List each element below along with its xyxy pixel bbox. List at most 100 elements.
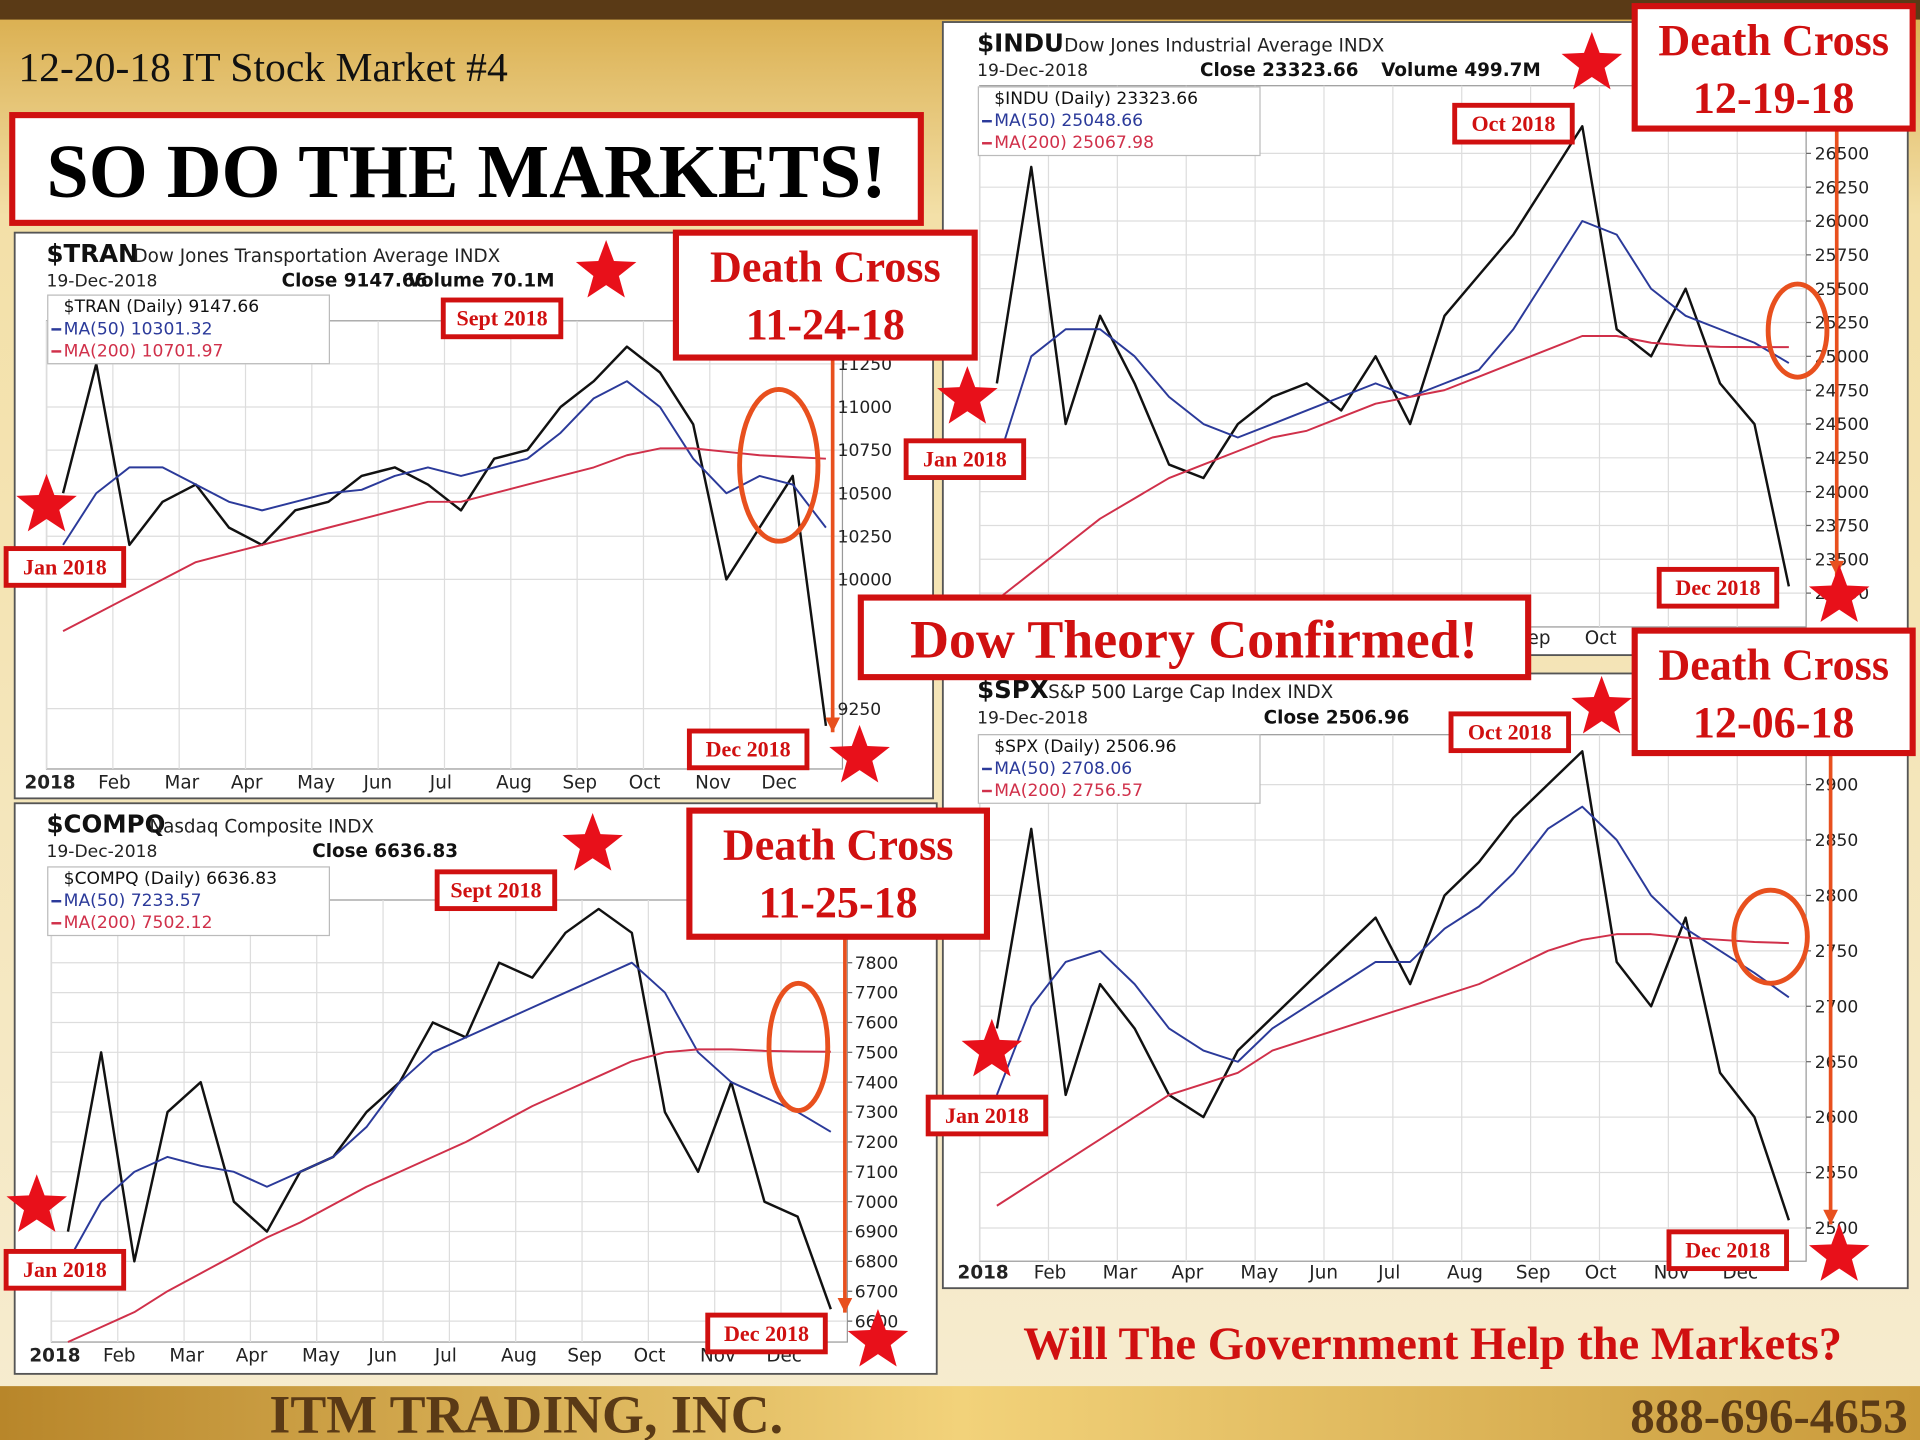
close: Close 9147.66 — [282, 271, 428, 292]
legend-box — [977, 86, 1261, 157]
headline-box — [9, 112, 924, 226]
phone: 888-696-4653 — [1630, 1389, 1907, 1440]
star-label: Dec 2018 — [724, 1321, 809, 1346]
y-tick-label: 7300 — [855, 1103, 899, 1123]
y-tick-label: 9250 — [838, 700, 882, 720]
y-tick-label: 10250 — [838, 527, 892, 547]
ma-line — [995, 805, 1790, 1096]
x-tick-label: Feb — [103, 1346, 136, 1367]
ma-line — [996, 933, 1789, 1207]
star-label: Jan 2018 — [23, 554, 107, 579]
question: Will The Government Help the Markets? — [1023, 1319, 1842, 1370]
star-label-box — [903, 438, 1027, 480]
highlight-ring — [1765, 281, 1830, 380]
slide-title: 12-20-18 IT Stock Market #4 — [18, 45, 508, 91]
x-tick-label: Oct — [1585, 1262, 1617, 1283]
x-tick-label: Aug — [501, 1346, 537, 1367]
x-tick-label: Dec — [761, 773, 797, 794]
chart-panel: 2325023500237502400024250245002475025000… — [941, 21, 1909, 657]
x-tick-label: Jul — [429, 773, 452, 794]
headline: SO DO THE MARKETS! — [47, 130, 887, 214]
y-tick-label: 7800 — [855, 954, 899, 974]
top-band — [0, 0, 1920, 20]
star — [1808, 1223, 1870, 1281]
x-tick-label: Aug — [496, 773, 532, 794]
arrow-head — [837, 1297, 853, 1313]
y-tick-label: 26000 — [1815, 212, 1869, 232]
y-tick-label: 10500 — [838, 484, 892, 504]
legend-label: MA(200) 10701.97 — [64, 341, 224, 361]
y-tick-label: 26500 — [1815, 144, 1869, 164]
x-tick-label: 2018 — [958, 1262, 1009, 1283]
overlay: Dow Theory Confirmed! Will The Governmen… — [269, 594, 1908, 1440]
symbol: $INDU — [977, 28, 1064, 57]
y-tick-label: 2900 — [1815, 776, 1859, 796]
star — [6, 1174, 67, 1232]
index-name: S&P 500 Large Cap Index INDX — [1048, 682, 1333, 703]
y-tick-label: 2500 — [1815, 1219, 1859, 1239]
x-tick-label: Nov — [695, 773, 731, 794]
index-name: Dow Jones Industrial Average INDX — [1064, 35, 1384, 56]
y-tick-label: 7200 — [855, 1133, 899, 1153]
y-tick-label: 6900 — [855, 1223, 899, 1243]
close: Close 23323.66 — [1200, 60, 1359, 81]
x-tick-label: Jun — [367, 1346, 397, 1367]
y-tick-label: 2600 — [1815, 1108, 1859, 1128]
star — [1571, 675, 1632, 734]
y-tick-label: 24000 — [1815, 483, 1869, 503]
index-name: Dow Jones Transportation Average INDX — [133, 246, 500, 267]
star-label: Jan 2018 — [945, 1103, 1029, 1128]
ma-line — [62, 447, 826, 632]
volume: Volume 499.7M — [1381, 60, 1541, 81]
ma-line — [62, 380, 827, 546]
x-tick-label: 2018 — [29, 1346, 80, 1367]
star — [961, 1018, 1023, 1077]
x-tick-label: Mar — [164, 773, 199, 794]
callout-box — [672, 229, 978, 361]
star — [847, 1308, 909, 1367]
x-tick-label: Sep — [562, 773, 597, 794]
legend-box — [47, 866, 330, 937]
x-tick-label: Oct — [634, 1346, 666, 1367]
x-tick-label: Oct — [1585, 628, 1617, 649]
star-label-box — [1452, 102, 1575, 145]
y-tick-label: 24250 — [1815, 449, 1869, 469]
volume: Volume 70.1M — [408, 271, 555, 292]
y-tick-label: 25750 — [1815, 246, 1869, 266]
y-tick-label: 25500 — [1815, 280, 1869, 300]
x-tick-label: 2018 — [24, 773, 75, 794]
y-tick-label: 24500 — [1815, 415, 1869, 435]
x-tick-label: Mar — [169, 1346, 204, 1367]
star — [937, 366, 998, 424]
star-label: Oct 2018 — [1472, 111, 1556, 136]
y-tick-label: 6800 — [855, 1253, 899, 1273]
y-tick-label: 7400 — [855, 1073, 899, 1093]
legend-label: MA(50) 25048.66 — [994, 111, 1143, 131]
callout-title: Death Cross — [1658, 16, 1889, 65]
star-label: Jan 2018 — [923, 447, 1007, 472]
star — [575, 240, 637, 298]
arrow-head — [1823, 1209, 1838, 1225]
y-tick-label: 2750 — [1815, 942, 1859, 962]
callout-date: 11-25-18 — [759, 878, 918, 927]
x-tick-label: May — [302, 1346, 340, 1367]
x-tick-label: Jun — [362, 773, 392, 794]
star-label-box — [925, 1094, 1049, 1137]
star-label: Oct 2018 — [1468, 720, 1552, 745]
highlight-ring — [737, 386, 821, 544]
y-tick-label: 7700 — [855, 984, 899, 1004]
legend-box — [47, 294, 330, 365]
ma-line — [67, 1048, 831, 1343]
x-tick-label: Jul — [434, 1346, 457, 1367]
legend-label: $COMPQ (Daily) 6636.83 — [64, 869, 277, 889]
x-tick-label: Apr — [231, 773, 263, 794]
star-label: Jan 2018 — [23, 1257, 107, 1282]
y-tick-label: 7600 — [855, 1014, 899, 1034]
y-tick-label: 2850 — [1815, 831, 1859, 851]
arrow-head — [1829, 560, 1845, 576]
highlight-ring — [1731, 887, 1810, 986]
legend-label: MA(200) 25067.98 — [994, 133, 1154, 153]
callout-date: 11-24-18 — [746, 300, 905, 349]
